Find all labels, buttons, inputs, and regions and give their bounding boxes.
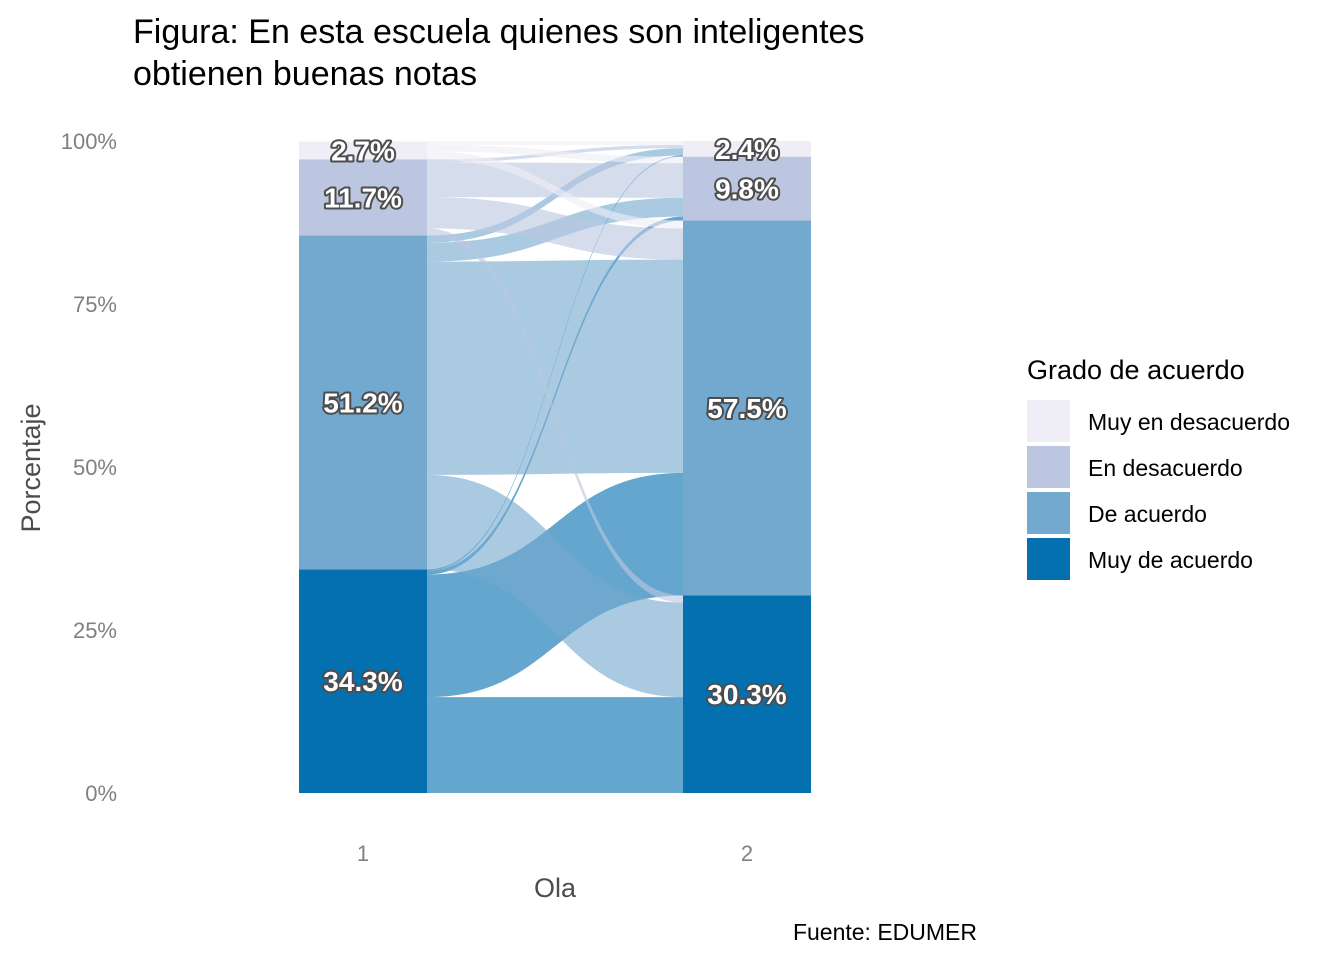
label-en-desacuerdo-ola-1: 11.7% bbox=[324, 182, 402, 213]
chart-caption: Fuente: EDUMER bbox=[793, 919, 977, 945]
bar-de-acuerdo-ola-1 bbox=[299, 235, 427, 570]
legend-key-de-acuerdo bbox=[1027, 492, 1070, 534]
legend: Grado de acuerdo Muy en desacuerdo En des… bbox=[1027, 355, 1290, 580]
legend-label-muy-de-acuerdo: Muy de acuerdo bbox=[1088, 547, 1253, 573]
flow-muy-en-desacuerdo-to-muy-en-desacuerdo bbox=[427, 141, 683, 145]
label-muy-de-acuerdo-ola-1: 34.3% bbox=[323, 666, 402, 697]
y-tick-label: 50% bbox=[73, 455, 117, 480]
label-muy-en-desacuerdo-ola-2: 2.4% bbox=[715, 134, 779, 165]
legend-items: Muy en desacuerdo En desacuerdo De acuerdo… bbox=[1027, 400, 1290, 580]
flow-de-acuerdo-to-muy-de-acuerdo bbox=[427, 474, 683, 698]
legend-key-muy-en-desacuerdo bbox=[1027, 400, 1070, 442]
y-tick-label: 25% bbox=[73, 618, 117, 643]
flow-en-desacuerdo-to-de-acuerdo bbox=[427, 197, 683, 260]
y-axis-ticks: 0% 25% 50% 75% 100% bbox=[61, 129, 117, 806]
flow-muy-en-desacuerdo-to-en-desacuerdo bbox=[427, 144, 683, 164]
flow-en-desacuerdo-to-muy-de-acuerdo bbox=[427, 228, 683, 603]
y-axis-title: Porcentaje bbox=[16, 403, 46, 532]
bar-muy-de-acuerdo-ola-2 bbox=[683, 595, 811, 793]
labels-layer: 34.3% 30.3% 51.2% 57.5% 11.7% 9.8% 2.7% 2.4% bbox=[321, 132, 788, 712]
x-tick-label-2: 2 bbox=[741, 841, 753, 866]
flows-layer bbox=[427, 141, 683, 793]
bar-en-desacuerdo-ola-1 bbox=[299, 159, 427, 236]
flow-en-desacuerdo-to-en-desacuerdo bbox=[427, 162, 683, 198]
flow-muy-en-desacuerdo-to-de-acuerdo bbox=[427, 151, 683, 229]
label-muy-de-acuerdo-ola-2: 30.3% bbox=[707, 679, 786, 710]
legend-key-muy-de-acuerdo bbox=[1027, 538, 1070, 580]
bar-muy-en-desacuerdo-ola-2 bbox=[683, 141, 811, 157]
legend-title: Grado de acuerdo bbox=[1027, 355, 1245, 385]
legend-label-de-acuerdo: De acuerdo bbox=[1088, 501, 1207, 527]
bars-layer bbox=[299, 141, 811, 793]
label-de-acuerdo-ola-1: 51.2% bbox=[323, 387, 402, 418]
legend-label-en-desacuerdo: En desacuerdo bbox=[1088, 455, 1243, 481]
chart-title-line-1: Figura: En esta escuela quienes son inte… bbox=[133, 13, 864, 51]
bar-muy-de-acuerdo-ola-1 bbox=[299, 569, 427, 793]
bar-muy-en-desacuerdo-ola-1 bbox=[299, 141, 427, 160]
label-de-acuerdo-ola-2: 57.5% bbox=[707, 393, 786, 424]
bar-de-acuerdo-ola-2 bbox=[683, 220, 811, 596]
flow-muy-de-acuerdo-to-muy-de-acuerdo bbox=[427, 697, 683, 793]
legend-key-en-desacuerdo bbox=[1027, 446, 1070, 488]
label-muy-en-desacuerdo-ola-1: 2.7% bbox=[331, 135, 395, 166]
y-tick-label: 100% bbox=[61, 129, 117, 154]
legend-label-muy-en-desacuerdo: Muy en desacuerdo bbox=[1088, 409, 1290, 435]
label-en-desacuerdo-ola-2: 9.8% bbox=[715, 174, 779, 205]
x-axis-title: Ola bbox=[534, 873, 577, 903]
flow-de-acuerdo-to-de-acuerdo bbox=[427, 259, 683, 475]
bar-en-desacuerdo-ola-2 bbox=[683, 156, 811, 221]
chart-title-line-2: obtienen buenas notas bbox=[133, 55, 477, 93]
y-tick-label: 75% bbox=[73, 292, 117, 317]
x-tick-label-1: 1 bbox=[357, 841, 369, 866]
y-tick-label: 0% bbox=[85, 781, 117, 806]
